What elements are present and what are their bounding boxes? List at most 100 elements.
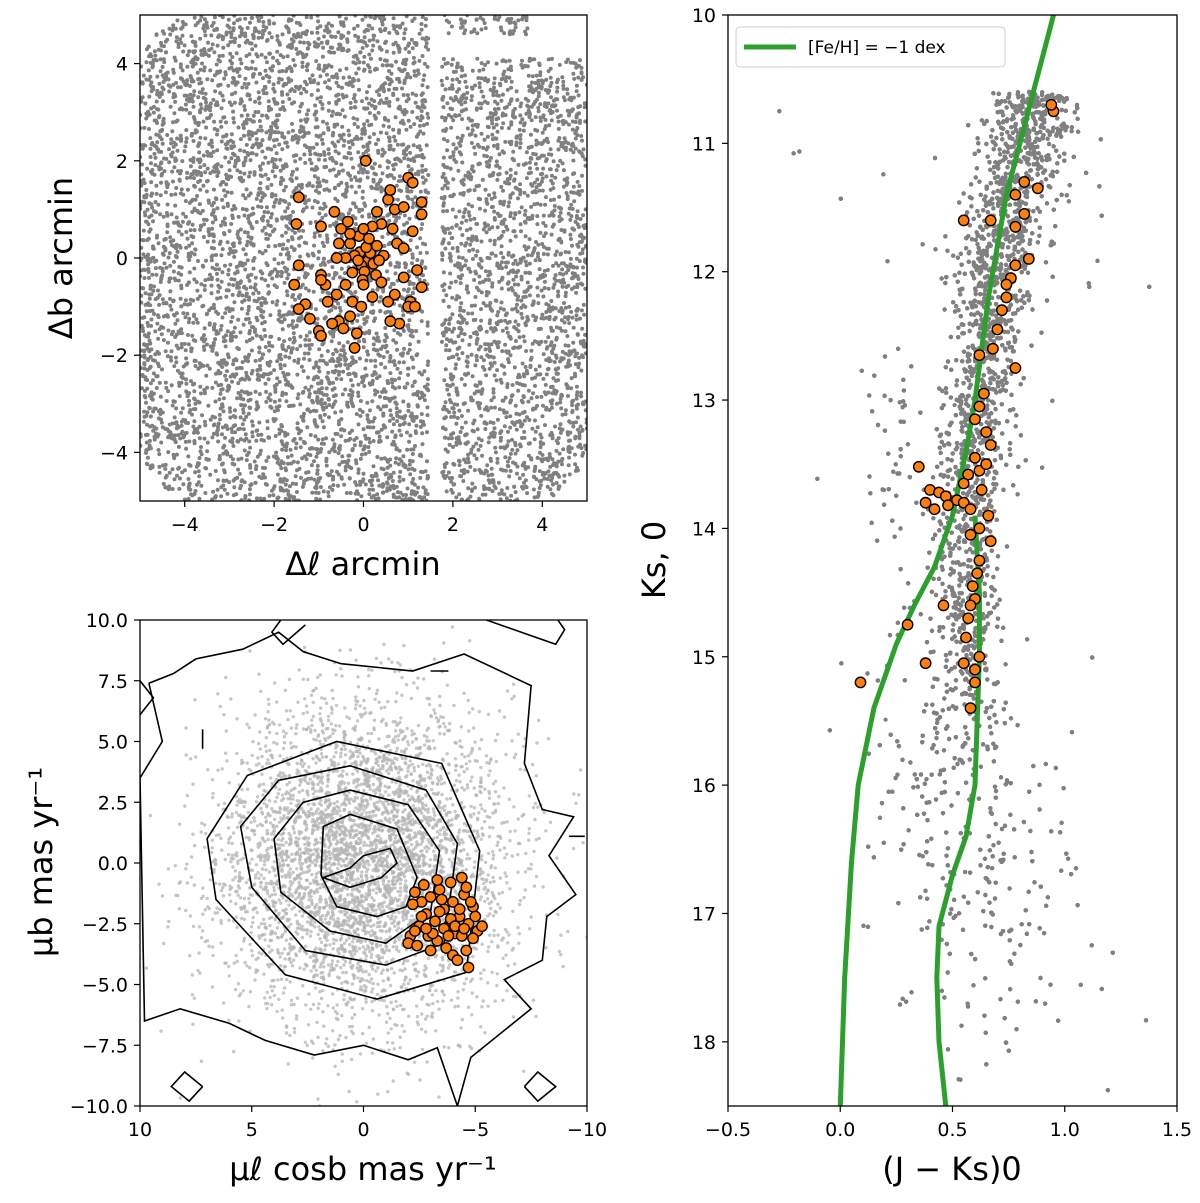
spatial-field-star <box>260 113 265 118</box>
spatial-field-star <box>188 228 193 233</box>
spatial-field-star <box>547 123 552 128</box>
spatial-field-star <box>397 49 402 54</box>
spatial-field-star <box>475 31 480 36</box>
spatial-field-star <box>487 158 492 163</box>
spatial-field-star <box>249 66 254 71</box>
spatial-field-star <box>440 186 445 191</box>
spatial-field-star <box>238 330 243 335</box>
spatial-field-star <box>161 244 166 249</box>
spatial-field-star <box>163 462 168 467</box>
spatial-field-star <box>300 60 305 65</box>
spatial-field-star <box>201 344 206 349</box>
spatial-field-star <box>328 156 333 161</box>
spatial-field-star <box>420 163 425 168</box>
spatial-field-star <box>212 322 217 327</box>
spatial-field-star <box>318 74 323 79</box>
spatial-field-star <box>423 23 428 28</box>
spatial-field-star <box>348 491 353 495</box>
spatial-field-star <box>538 440 543 445</box>
spatial-field-star <box>142 210 147 215</box>
spatial-field-star <box>179 286 184 291</box>
spatial-field-star <box>191 382 195 387</box>
spatial-field-star <box>401 93 406 97</box>
spatial-field-star <box>405 430 409 435</box>
spatial-field-star <box>141 329 146 334</box>
spatial-field-star <box>546 101 551 106</box>
spatial-field-star <box>140 366 143 371</box>
spatial-field-star <box>408 158 413 162</box>
spatial-field-star <box>264 231 269 236</box>
spatial-field-star <box>351 116 356 121</box>
spatial-field-star <box>256 290 261 295</box>
spatial-field-star <box>306 46 311 51</box>
spatial-field-star <box>202 333 206 338</box>
spatial-field-star <box>524 247 529 252</box>
spatial-field-star <box>168 296 172 301</box>
spatial-field-star <box>446 31 451 36</box>
spatial-field-star <box>172 433 177 438</box>
spatial-field-star <box>245 275 250 280</box>
spatial-field-star <box>306 476 311 481</box>
spatial-field-star <box>174 35 179 40</box>
spatial-field-star <box>260 315 265 320</box>
spatial-field-star <box>454 362 458 367</box>
spatial-field-star <box>157 380 162 385</box>
spatial-field-star <box>226 83 231 88</box>
spatial-field-star <box>518 145 522 150</box>
spatial-field-star <box>504 75 509 80</box>
spatial-field-star <box>413 492 417 497</box>
spatial-field-star <box>167 276 172 281</box>
spatial-field-star <box>453 263 458 268</box>
spatial-field-star <box>236 317 241 322</box>
spatial-field-star <box>272 200 277 205</box>
spatial-field-star <box>231 283 236 288</box>
spatial-field-star <box>373 358 378 363</box>
spatial-field-star <box>175 249 180 254</box>
spatial-field-star <box>199 173 204 178</box>
spatial-field-star <box>301 129 306 134</box>
spatial-field-star <box>210 414 215 419</box>
spatial-field-star <box>468 269 473 274</box>
spatial-field-star <box>141 228 146 233</box>
spatial-field-star <box>352 438 357 442</box>
spatial-field-star <box>178 85 183 90</box>
spatial-field-star <box>426 377 430 382</box>
spatial-field-star <box>147 405 152 410</box>
spatial-field-star <box>358 482 363 487</box>
spatial-field-star <box>470 257 475 261</box>
spatial-field-star <box>271 64 275 69</box>
spatial-field-star <box>310 184 315 189</box>
spatial-field-star <box>492 217 497 222</box>
spatial-field-star <box>452 410 457 415</box>
spatial-field-star <box>266 396 271 400</box>
spatial-field-star <box>379 466 384 471</box>
spatial-field-star <box>173 321 178 326</box>
spatial-field-star <box>577 259 582 264</box>
spatial-field-star <box>463 28 468 33</box>
spatial-field-star <box>334 80 339 85</box>
spatial-field-star <box>384 131 389 136</box>
spatial-field-star <box>365 175 370 180</box>
spatial-field-star <box>570 226 575 231</box>
spatial-field-star <box>537 141 542 146</box>
spatial-field-star <box>535 222 540 227</box>
spatial-field-star <box>467 342 472 347</box>
spatial-field-star <box>389 71 394 76</box>
spatial-field-star <box>222 221 227 226</box>
spatial-field-star <box>256 128 261 133</box>
spatial-field-star <box>495 313 500 318</box>
spatial-field-star <box>181 49 186 54</box>
spatial-field-star <box>236 229 241 234</box>
spatial-field-star <box>504 224 509 229</box>
spatial-field-star <box>333 233 338 238</box>
spatial-field-star <box>242 480 247 485</box>
spatial-field-star <box>574 214 579 218</box>
spatial-field-star <box>265 360 270 365</box>
spatial-field-star <box>214 371 218 376</box>
spatial-field-star <box>317 190 322 195</box>
spatial-field-star <box>226 384 231 389</box>
spatial-field-star <box>148 169 153 174</box>
spatial-field-star <box>407 269 411 274</box>
spatial-field-star <box>528 132 533 137</box>
spatial-field-star <box>507 75 512 80</box>
